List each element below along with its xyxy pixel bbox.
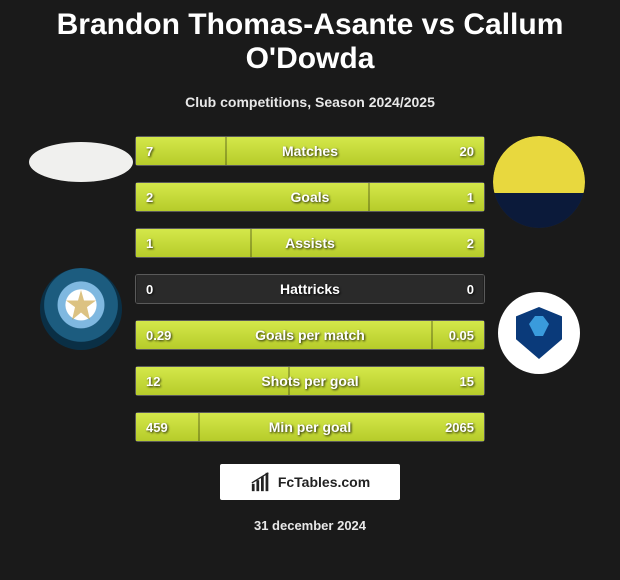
stat-label: Goals — [291, 189, 330, 205]
stats-bars: 720Matches21Goals12Assists00Hattricks0.2… — [135, 136, 485, 442]
watermark-badge: FcTables.com — [220, 464, 400, 500]
stat-fill-left — [136, 183, 369, 211]
right-player-column — [489, 136, 589, 442]
left-player-avatar — [29, 142, 133, 182]
stat-value-left: 459 — [146, 420, 168, 435]
stat-value-left: 12 — [146, 374, 160, 389]
stat-row: 7 20 Matches — [135, 136, 485, 166]
fctables-logo-icon — [250, 471, 272, 493]
stat-label: Goals per match — [255, 327, 365, 343]
stat-label: Matches — [282, 143, 338, 159]
stat-value-right: 0.05 — [449, 328, 474, 343]
comparison-title: Brandon Thomas-Asante vs Callum O'Dowda — [0, 0, 620, 76]
stat-row: 0.29 0.05 Goals per match — [135, 320, 485, 350]
stat-value-right: 15 — [460, 374, 474, 389]
stat-value-left: 1 — [146, 236, 153, 251]
stat-value-left: 7 — [146, 144, 153, 159]
stat-fill-right — [483, 275, 484, 303]
stat-row: 0 0 Hattricks — [135, 274, 485, 304]
stat-value-left: 0.29 — [146, 328, 171, 343]
stat-value-right: 20 — [460, 144, 474, 159]
stat-value-right: 0 — [467, 282, 474, 297]
stat-label: Hattricks — [280, 281, 340, 297]
stat-value-left: 2 — [146, 190, 153, 205]
comparison-subtitle: Club competitions, Season 2024/2025 — [0, 94, 620, 110]
stat-label: Shots per goal — [261, 373, 358, 389]
stat-fill-right — [226, 137, 484, 165]
stat-row: 1 2 Assists — [135, 228, 485, 258]
comparison-content: 720Matches21Goals12Assists00Hattricks0.2… — [0, 136, 620, 442]
stat-value-right: 2 — [467, 236, 474, 251]
left-player-column — [31, 136, 131, 442]
stat-label: Min per goal — [269, 419, 351, 435]
stat-fill-left — [136, 275, 137, 303]
right-club-crest — [498, 292, 580, 374]
stat-value-right: 1 — [467, 190, 474, 205]
stat-row: 459 2065 Min per goal — [135, 412, 485, 442]
comparison-date: 31 december 2024 — [0, 518, 620, 533]
stat-row: 12 15 Shots per goal — [135, 366, 485, 396]
left-club-crest — [40, 268, 122, 350]
stat-label: Assists — [285, 235, 335, 251]
stat-value-left: 0 — [146, 282, 153, 297]
right-player-avatar — [493, 136, 585, 228]
watermark-text: FcTables.com — [278, 474, 370, 490]
stat-row: 2 1 Goals — [135, 182, 485, 212]
stat-value-right: 2065 — [445, 420, 474, 435]
